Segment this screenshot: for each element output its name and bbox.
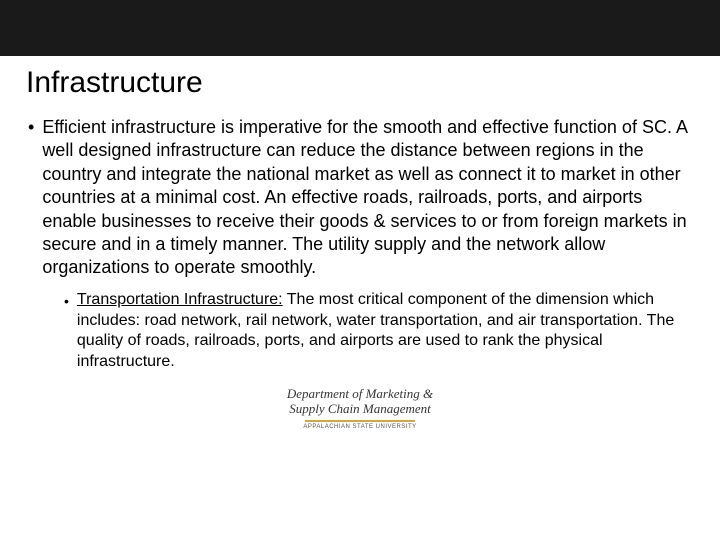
bullet-icon: •: [64, 291, 69, 311]
sub-bullet-text: Transportation Infrastructure: The most …: [77, 290, 692, 373]
department-logo: Department of Marketing & Supply Chain M…: [287, 387, 433, 430]
logo-line-2: Supply Chain Management: [287, 402, 433, 417]
logo-divider: [305, 420, 415, 422]
logo-line-1: Department of Marketing &: [287, 387, 433, 402]
main-bullet: • Efficient infrastructure is imperative…: [28, 116, 692, 280]
logo-university: Appalachian State University: [287, 424, 433, 430]
main-bullet-text: Efficient infrastructure is imperative f…: [42, 116, 692, 280]
top-bar: [0, 0, 720, 56]
footer-logo: Department of Marketing & Supply Chain M…: [28, 387, 692, 430]
sub-bullet: • Transportation Infrastructure: The mos…: [64, 290, 692, 373]
sub-bullet-label: Transportation Infrastructure:: [77, 291, 283, 308]
slide-content: Infrastructure • Efficient infrastructur…: [0, 56, 720, 430]
bullet-icon: •: [28, 116, 34, 138]
slide-title: Infrastructure: [26, 66, 692, 100]
